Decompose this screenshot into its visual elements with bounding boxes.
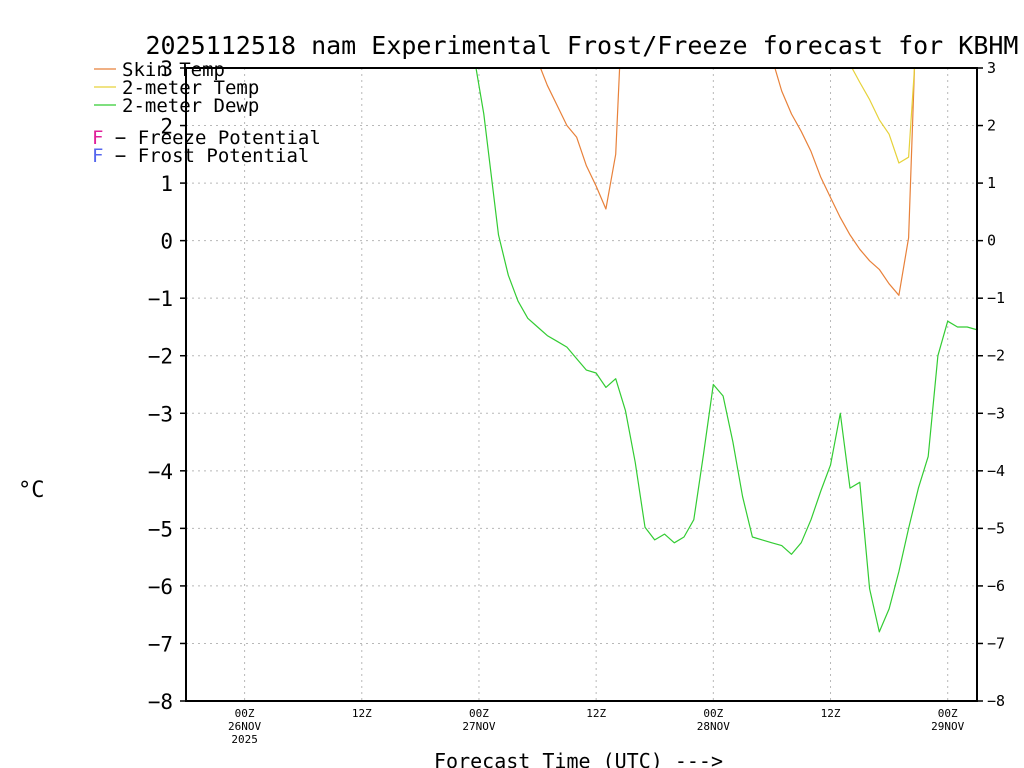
freeze-potential-annotation: F − Freeze Potential xyxy=(92,127,321,149)
legend: Skin Temp 2-meter Temp 2-meter Dewp F − … xyxy=(92,59,321,167)
x-tick-line-5-0: 12Z xyxy=(821,707,841,720)
freeze-marker: F xyxy=(92,127,103,149)
frost-text: − Frost Potential xyxy=(103,145,309,167)
y-tick-label-right-6: −3 xyxy=(987,404,1005,422)
y-tick-label-right-7: −4 xyxy=(987,462,1005,480)
y-tick-label-right-0: 3 xyxy=(987,59,996,77)
y-tick-label-10: −7 xyxy=(148,632,173,656)
x-tick-line-2-0: 00Z xyxy=(469,707,489,720)
x-tick-line-0-1: 26NOV xyxy=(228,720,261,733)
y-tick-label-right-8: −5 xyxy=(987,519,1005,537)
x-tick-label-1: 12Z xyxy=(352,707,372,720)
x-tick-label-0: 00Z 26NOV 2025 xyxy=(228,707,261,746)
y-tick-label-right-2: 1 xyxy=(987,174,996,192)
y-tick-label-8: −5 xyxy=(148,517,173,541)
x-tick-line-6-1: 29NOV xyxy=(931,720,964,733)
x-tick-label-2: 00Z 27NOV xyxy=(462,707,495,733)
y-tick-label-right-5: −2 xyxy=(987,347,1005,365)
y-tick-label-7: −4 xyxy=(148,460,173,484)
y-tick-label-3: 0 xyxy=(160,230,173,254)
y-tick-label-right-3: 0 xyxy=(987,232,996,250)
freeze-text: − Freeze Potential xyxy=(103,127,320,149)
x-tick-label-5: 12Z xyxy=(821,707,841,720)
x-tick-label-6: 00Z 29NOV xyxy=(931,707,964,733)
legend-label-2m-dewp: 2-meter Dewp xyxy=(122,95,259,117)
series-line-2-meter-temp-0 xyxy=(851,68,916,164)
x-tick-label-4: 00Z 28NOV xyxy=(697,707,730,733)
x-tick-line-0-2: 2025 xyxy=(231,733,258,746)
y-tick-label-4: −1 xyxy=(148,287,173,311)
series-line-2-meter-dewp-0 xyxy=(475,68,977,633)
y-tick-label-right-4: −1 xyxy=(987,289,1005,307)
series-line-skin-temp-1 xyxy=(774,68,916,296)
y-tick-label-11: −8 xyxy=(148,690,173,714)
y-tick-label-1: 2 xyxy=(160,115,173,139)
x-tick-line-6-0: 00Z xyxy=(938,707,958,720)
y-axis-left: 3 2 1 0 −1 −2 −3 −4 −5 −6 −7 −8 xyxy=(148,57,186,714)
plot-frame xyxy=(185,67,978,702)
y-tick-label-2: 1 xyxy=(160,172,173,196)
y-tick-label-5: −2 xyxy=(148,345,173,369)
y-axis-right: 3 2 1 0 −1 −2 −3 −4 −5 −6 −7 −8 xyxy=(977,59,1005,710)
x-axis-label: Forecast Time (UTC) ---> xyxy=(434,749,723,768)
x-tick-line-4-1: 28NOV xyxy=(697,720,730,733)
y-tick-label-right-10: −7 xyxy=(987,634,1005,652)
legend-label-2m-temp: 2-meter Temp xyxy=(122,77,259,99)
x-tick-line-4-0: 00Z xyxy=(703,707,723,720)
frost-marker: F xyxy=(92,145,103,167)
y-tick-label-right-9: −6 xyxy=(987,577,1005,595)
chart-title: 2025112518 nam Experimental Frost/Freeze… xyxy=(146,31,1019,60)
y-axis-label: °C xyxy=(18,478,45,503)
x-tick-line-2-1: 27NOV xyxy=(462,720,495,733)
y-tick-label-right-1: 2 xyxy=(987,117,996,135)
y-tick-label-0: 3 xyxy=(160,57,173,81)
x-tick-line-3-0: 12Z xyxy=(586,707,606,720)
y-tick-label-right-11: −8 xyxy=(987,692,1005,710)
x-tick-label-3: 12Z xyxy=(586,707,606,720)
x-tick-line-1-0: 12Z xyxy=(352,707,372,720)
y-tick-label-9: −6 xyxy=(148,575,173,599)
series-layer xyxy=(475,68,977,633)
frost-potential-annotation: F − Frost Potential xyxy=(92,145,309,167)
series-line-skin-temp-0 xyxy=(539,68,621,210)
legend-label-skin-temp: Skin Temp xyxy=(122,59,225,81)
y-tick-label-6: −3 xyxy=(148,402,173,426)
x-tick-line-0-0: 00Z xyxy=(235,707,255,720)
